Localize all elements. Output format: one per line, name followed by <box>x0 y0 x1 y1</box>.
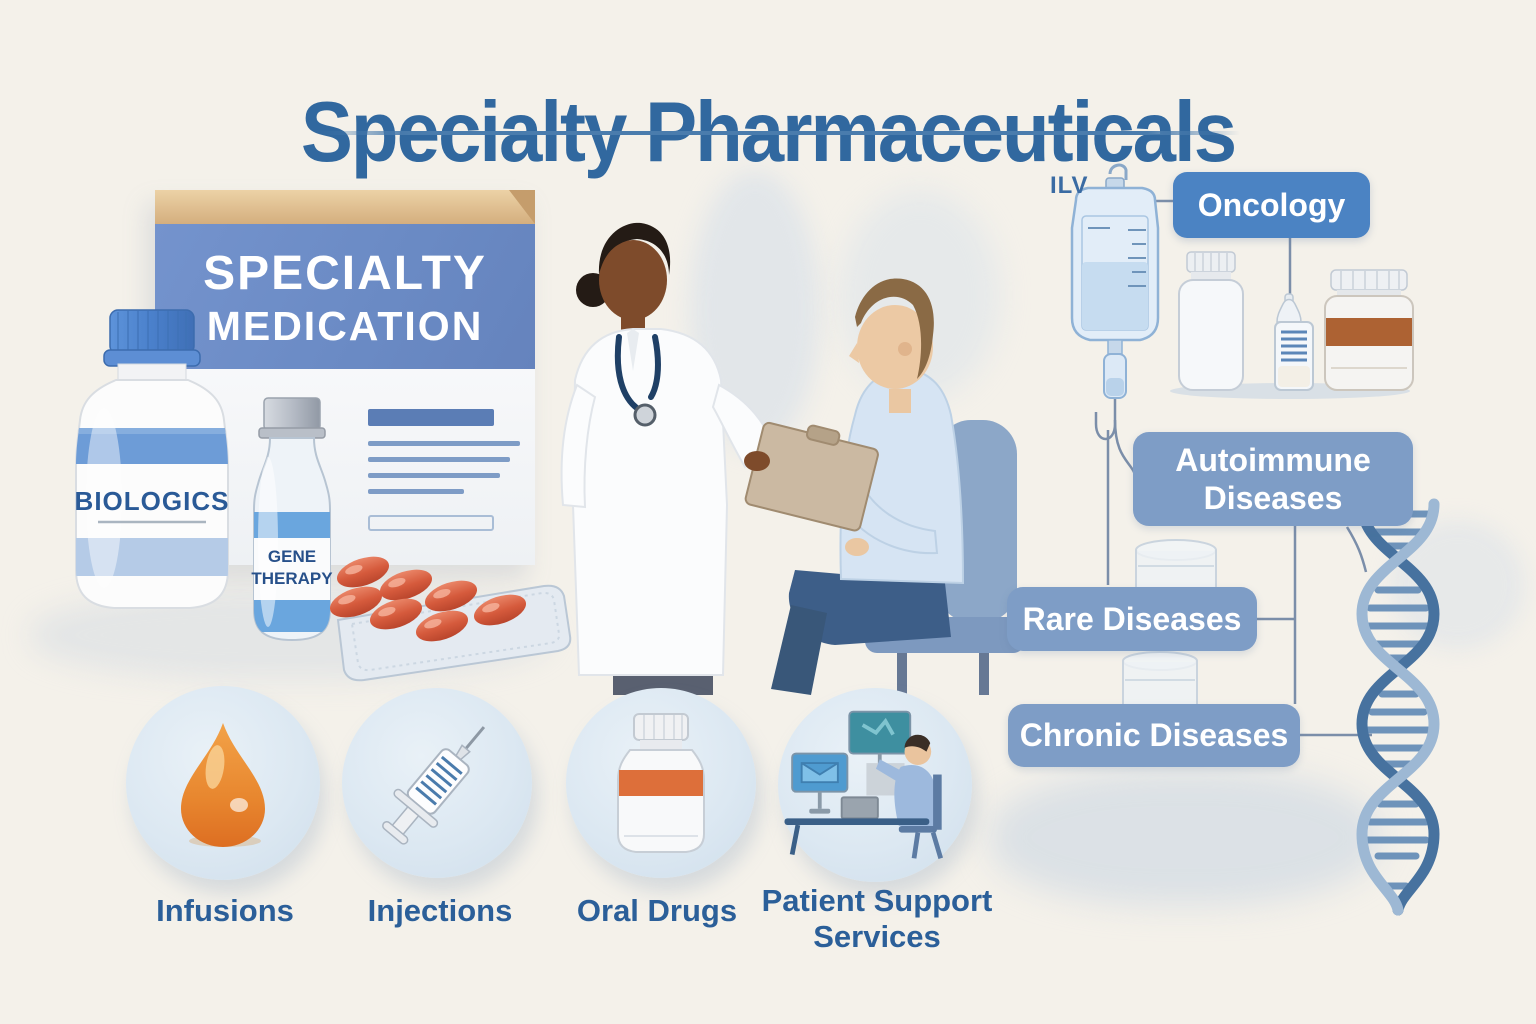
service-label-infusions: Infusions <box>156 893 294 928</box>
ampoule-tube <box>1274 293 1314 391</box>
vial-label-line1: GENE <box>268 547 316 566</box>
service-circle-infusions <box>126 686 320 880</box>
category-oncology: Oncology <box>1173 172 1370 238</box>
capsule-pills <box>329 556 527 642</box>
category-autoimmune-diseases: Autoimmune Diseases <box>1133 432 1413 526</box>
faint-jar <box>1122 651 1198 705</box>
category-label: Oncology <box>1197 186 1346 223</box>
box-print-line <box>368 473 500 478</box>
box-title-line1: SPECIALTY <box>203 247 487 300</box>
blister-pack <box>329 556 572 682</box>
support-desk-icon <box>784 710 943 860</box>
stethoscope <box>614 334 661 427</box>
box-title-band: SPECIALTY MEDICATION <box>155 224 535 369</box>
category-rare-diseases: Rare Diseases <box>1007 587 1257 651</box>
iv-annotation: ILV <box>1050 172 1089 199</box>
service-label-injections: Injections <box>367 893 513 928</box>
gene-therapy-vial: GENE THERAPY <box>251 397 333 642</box>
oncology-products-shelf <box>1170 251 1414 399</box>
category-label: Rare Diseases <box>1022 600 1242 637</box>
box-print-box <box>368 515 494 531</box>
service-circle-oral-drugs <box>566 688 756 878</box>
background-blob <box>990 770 1380 905</box>
doctor-patient-scene <box>560 222 1025 695</box>
service-label-oral-drugs: Oral Drugs <box>576 893 738 928</box>
white-pill-bottle <box>1178 251 1244 391</box>
box-kraft-flap <box>155 190 535 224</box>
box-print-line <box>368 457 510 462</box>
pill-bottle-icon <box>617 713 705 853</box>
box-print-line <box>368 489 464 494</box>
category-label: Autoimmune Diseases <box>1175 441 1371 516</box>
droplet-icon <box>181 723 265 847</box>
title-underline <box>318 131 1240 135</box>
vial-label-line2: THERAPY <box>251 569 333 588</box>
syringe-icon <box>382 726 486 845</box>
service-circle-patient-support <box>778 688 972 882</box>
box-print-line <box>368 441 520 446</box>
category-label: Chronic Diseases <box>1019 717 1289 754</box>
category-chronic-diseases: Chronic Diseases <box>1008 704 1300 767</box>
amber-band-jar <box>1324 269 1414 391</box>
biologics-bottle: BIOLOGICS <box>75 309 230 609</box>
service-circle-injections <box>342 688 532 878</box>
iv-bag <box>1070 163 1160 399</box>
doctor-figure <box>560 222 879 695</box>
dna-helix-icon <box>1356 498 1440 916</box>
box-print-bar <box>368 409 494 426</box>
service-label-patient-support: Patient Support Services <box>761 883 993 954</box>
box-flap-fold <box>509 190 535 224</box>
bottle-label: BIOLOGICS <box>75 486 230 516</box>
box-title-line2: MEDICATION <box>206 303 484 349</box>
